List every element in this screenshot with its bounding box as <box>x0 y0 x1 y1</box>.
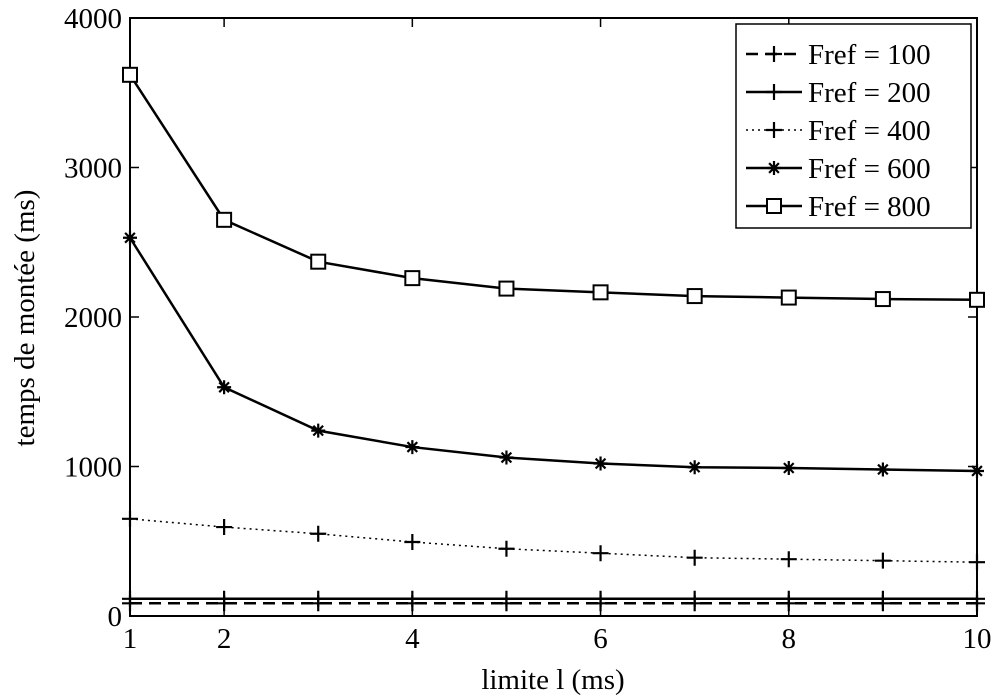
data-point <box>405 440 420 455</box>
legend-label: Fref = 100 <box>808 39 931 71</box>
x-tick-label: 10 <box>963 623 992 655</box>
legend: Fref = 100 Fref = 200 Fref = 400 Fref = 600… <box>735 23 972 229</box>
data-point <box>686 590 703 607</box>
series-4 <box>123 230 984 478</box>
data-point <box>498 590 515 607</box>
y-tick-label: 2000 <box>64 302 122 334</box>
data-point <box>311 423 326 438</box>
legend-label: Fref = 600 <box>808 153 931 185</box>
data-point <box>310 525 327 542</box>
data-point <box>874 552 891 569</box>
data-point <box>781 460 796 475</box>
series-layer <box>122 66 985 612</box>
legend-marker <box>767 161 781 175</box>
y-tick-label: 0 <box>108 601 123 633</box>
data-point <box>216 519 233 536</box>
data-point <box>592 590 609 607</box>
legend-item: Fref = 200 <box>746 77 931 109</box>
data-point <box>498 540 515 557</box>
y-tick-label: 1000 <box>64 452 122 484</box>
series-line <box>128 74 978 302</box>
data-point <box>969 291 985 308</box>
data-point <box>687 460 702 475</box>
data-point <box>499 450 514 465</box>
data-point <box>404 270 421 287</box>
legend-marker <box>766 46 782 62</box>
data-point <box>122 66 138 83</box>
data-point <box>969 590 985 607</box>
series-2 <box>122 590 985 607</box>
data-point <box>404 533 421 550</box>
data-point <box>217 380 232 395</box>
legend-marker <box>766 198 782 214</box>
legend-marker <box>766 122 782 138</box>
legend-item: Fref = 100 <box>746 39 931 71</box>
data-point <box>686 549 703 566</box>
x-tick-label: 2 <box>217 623 232 655</box>
data-point <box>216 590 233 607</box>
data-point <box>780 551 797 568</box>
data-point <box>970 463 984 478</box>
data-point <box>874 590 891 607</box>
y-tick-label: 3000 <box>64 153 122 185</box>
y-axis-label: temps de montée (ms) <box>9 190 41 447</box>
legend-item: Fref = 600 <box>746 153 931 185</box>
data-point <box>404 590 421 607</box>
x-tick-label: 8 <box>782 623 797 655</box>
data-point <box>593 456 608 471</box>
data-point <box>498 280 515 297</box>
y-tick-label: 4000 <box>64 3 122 35</box>
legend-label: Fref = 200 <box>808 77 931 109</box>
data-point <box>592 284 609 301</box>
data-point <box>123 230 137 245</box>
x-axis-label: limite l (ms) <box>481 664 624 696</box>
data-point <box>686 288 703 305</box>
data-point <box>122 510 138 527</box>
legend-label: Fref = 800 <box>808 191 931 223</box>
series-line <box>128 237 978 473</box>
data-point <box>780 590 797 607</box>
legend-item: Fref = 800 <box>746 191 931 223</box>
data-point <box>216 211 233 228</box>
data-point <box>310 253 327 270</box>
series-3 <box>122 510 985 571</box>
series-line <box>129 518 978 563</box>
data-point <box>969 554 985 571</box>
data-point <box>780 289 797 306</box>
legend-item: Fref = 400 <box>746 115 931 147</box>
data-point <box>310 590 327 607</box>
legend-box <box>735 23 972 229</box>
data-point <box>875 462 890 477</box>
data-point <box>592 545 609 562</box>
axis-ticks: 1 2 4 6 8 10 0 1000 2000 3000 4000 <box>64 3 992 655</box>
series-5 <box>122 66 985 308</box>
legend-label: Fref = 400 <box>808 115 931 147</box>
x-tick-label: 6 <box>593 623 608 655</box>
x-tick-label: 4 <box>405 623 420 655</box>
legend-marker <box>766 84 782 100</box>
x-tick-label: 1 <box>123 623 138 655</box>
data-point <box>122 590 138 607</box>
data-point <box>874 291 891 308</box>
